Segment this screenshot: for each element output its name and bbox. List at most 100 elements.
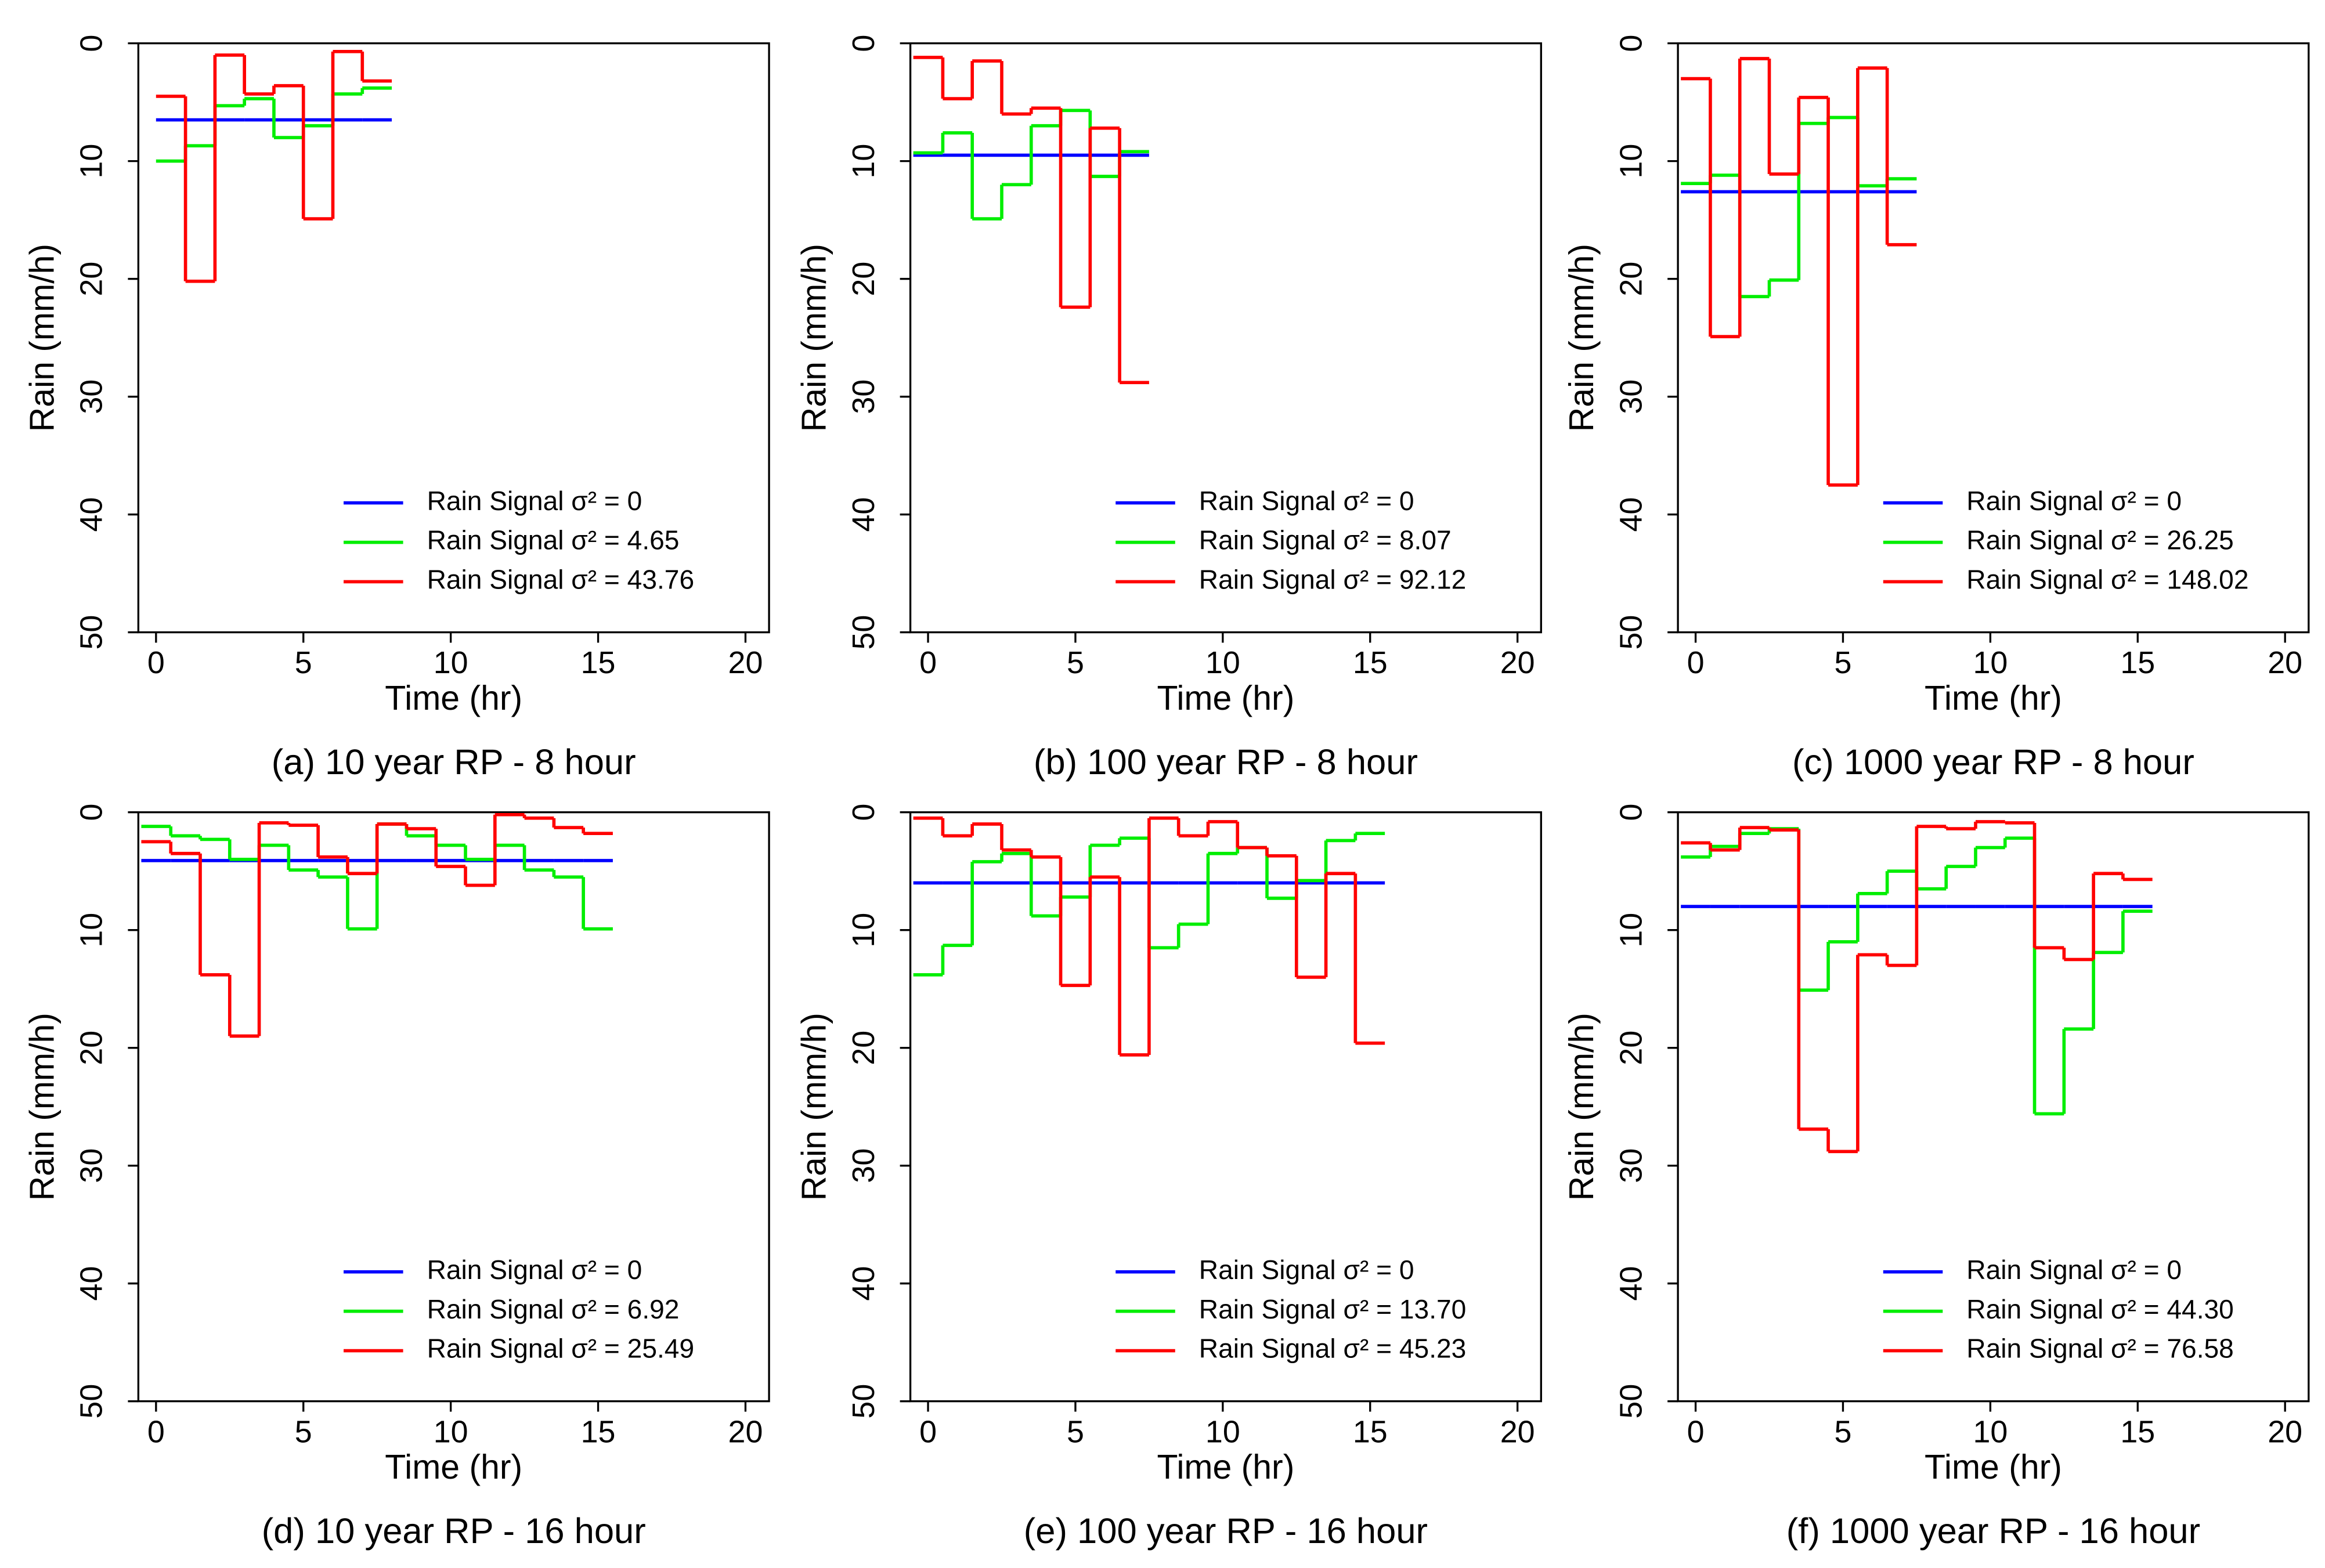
x-axis-label: Time (hr) [1925,680,2062,717]
legend-label: Rain Signal σ² = 43.76 [427,565,695,595]
plot-frame [909,811,1542,1403]
y-tick-label: 0 [846,35,881,52]
panel-caption: (d) 10 year RP - 16 hour [262,1511,646,1551]
plot-frame [1677,42,2310,634]
x-tick-label: 10 [1205,1414,1240,1449]
legend-label: Rain Signal σ² = 26.25 [1966,525,2234,555]
x-tick-label: 15 [2120,1414,2155,1449]
x-tick-label: 15 [581,645,616,680]
legend-label: Rain Signal σ² = 25.49 [427,1334,695,1364]
y-tick-label: 50 [74,1384,109,1419]
y-axis-label: Rain (mm/h) [796,244,833,432]
legend-label: Rain Signal σ² = 45.23 [1199,1334,1467,1364]
x-tick-label: 0 [1687,1414,1705,1449]
x-tick-label: 0 [919,645,937,680]
x-tick-label: 10 [434,1414,468,1449]
x-tick-label: 15 [581,1414,616,1449]
y-tick-label: 20 [1613,262,1648,297]
x-tick-label: 20 [728,1414,763,1449]
x-tick-label: 0 [147,1414,165,1449]
y-tick-label: 40 [1613,1266,1648,1301]
x-axis-label: Time (hr) [1925,1448,2062,1486]
x-tick-label: 10 [434,645,468,680]
y-tick-label: 10 [846,144,881,179]
y-axis-label: Rain (mm/h) [1563,244,1601,432]
x-tick-label: 15 [1353,645,1388,680]
y-tick-label: 0 [74,35,109,52]
y-tick-label: 50 [1613,1384,1648,1419]
x-tick-label: 15 [2120,645,2155,680]
legend-label: Rain Signal σ² = 0 [1199,1255,1414,1285]
y-tick-label: 30 [846,380,881,414]
y-tick-label: 10 [74,913,109,948]
legend-label: Rain Signal σ² = 13.70 [1199,1294,1467,1324]
panel-caption: (a) 10 year RP - 8 hour [272,742,636,782]
x-tick-label: 20 [2268,645,2302,680]
y-tick-label: 0 [1613,35,1648,52]
x-tick-label: 0 [919,1414,937,1449]
y-tick-label: 10 [74,144,109,179]
legend-label: Rain Signal σ² = 148.02 [1966,565,2248,595]
x-tick-label: 15 [1353,1414,1388,1449]
y-tick-label: 40 [1613,497,1648,532]
x-tick-label: 5 [1067,645,1084,680]
y-tick-label: 20 [74,1031,109,1065]
x-tick-label: 20 [2268,1414,2302,1449]
y-tick-label: 20 [74,262,109,297]
y-axis-label: Rain (mm/h) [23,244,61,432]
x-tick-label: 5 [295,1414,312,1449]
y-tick-label: 0 [74,804,109,821]
x-tick-label: 5 [1834,645,1851,680]
panel-caption: (e) 100 year RP - 16 hour [1024,1511,1428,1551]
x-tick-label: 10 [1205,645,1240,680]
y-tick-label: 20 [1613,1031,1648,1065]
x-axis-label: Time (hr) [1157,1448,1295,1486]
plot-frame [137,42,770,634]
y-tick-label: 20 [846,1031,881,1065]
y-tick-label: 10 [1613,144,1648,179]
panel-caption: (c) 1000 year RP - 8 hour [1792,742,2194,782]
panel-caption: (f) 1000 year RP - 16 hour [1786,1511,2200,1551]
y-tick-label: 50 [74,615,109,650]
x-tick-label: 20 [1500,645,1535,680]
y-tick-label: 0 [846,804,881,821]
y-tick-label: 0 [1613,804,1648,821]
y-tick-label: 40 [74,1266,109,1301]
y-tick-label: 20 [846,262,881,297]
x-tick-label: 10 [1973,645,2008,680]
y-tick-label: 30 [1613,380,1648,414]
x-axis-label: Time (hr) [385,1448,522,1486]
x-tick-label: 5 [1067,1414,1084,1449]
x-axis-label: Time (hr) [385,680,522,717]
x-tick-label: 5 [1834,1414,1851,1449]
plot-frame [137,811,770,1403]
legend-label: Rain Signal σ² = 0 [1966,1255,2182,1285]
y-tick-label: 30 [846,1148,881,1183]
x-tick-label: 0 [147,645,165,680]
x-tick-label: 10 [1973,1414,2008,1449]
y-tick-label: 50 [1613,615,1648,650]
plot-frame [909,42,1542,634]
y-tick-label: 40 [74,497,109,532]
y-tick-label: 10 [1613,913,1648,948]
plot-frame [1677,811,2310,1403]
legend-label: Rain Signal σ² = 8.07 [1199,525,1452,555]
panel-caption: (b) 100 year RP - 8 hour [1034,742,1418,782]
legend-label: Rain Signal σ² = 92.12 [1199,565,1467,595]
legend-label: Rain Signal σ² = 4.65 [427,525,680,555]
y-axis-label: Rain (mm/h) [796,1013,833,1201]
x-tick-label: 20 [1500,1414,1535,1449]
y-tick-label: 10 [846,913,881,948]
x-axis-label: Time (hr) [1157,680,1295,717]
legend-label: Rain Signal σ² = 6.92 [427,1294,680,1324]
legend-label: Rain Signal σ² = 0 [1966,486,2182,516]
y-axis-label: Rain (mm/h) [23,1013,61,1201]
x-tick-label: 0 [1687,645,1705,680]
x-tick-label: 20 [728,645,763,680]
legend-label: Rain Signal σ² = 76.58 [1966,1334,2234,1364]
legend-label: Rain Signal σ² = 0 [427,486,642,516]
y-tick-label: 30 [74,380,109,414]
y-tick-label: 40 [846,497,881,532]
